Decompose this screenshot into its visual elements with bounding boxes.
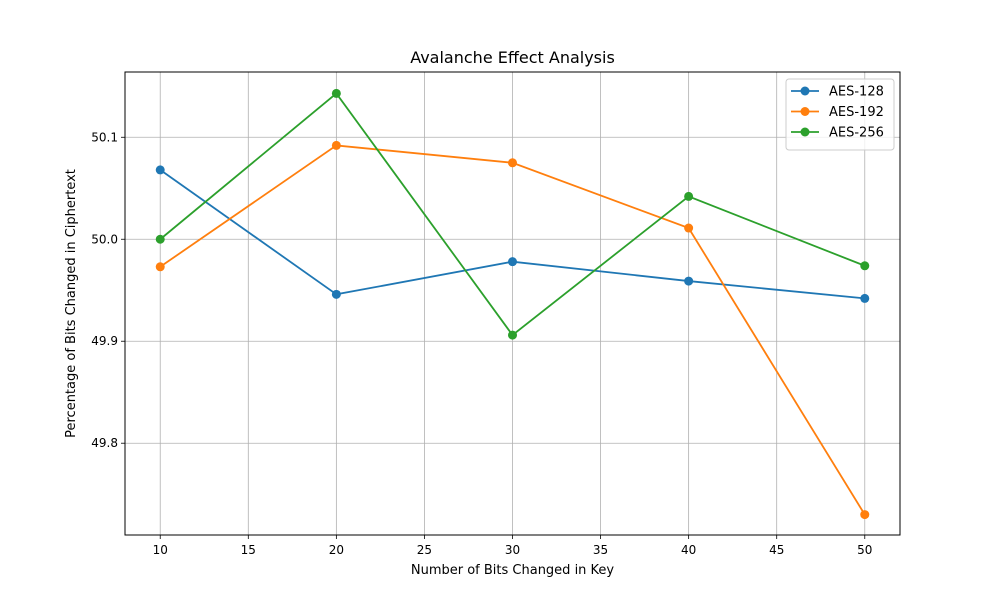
- x-tick-label: 45: [769, 543, 784, 557]
- y-tick-label: 50.0: [91, 232, 118, 246]
- y-axis-label: Percentage of Bits Changed in Ciphertext: [64, 169, 79, 438]
- data-point-aes-128: [155, 165, 165, 175]
- x-tick-label: 35: [593, 543, 608, 557]
- data-point-aes-256: [860, 261, 870, 271]
- data-point-aes-128: [684, 276, 694, 286]
- data-point-aes-128: [860, 293, 870, 303]
- x-tick-label: 20: [329, 543, 344, 557]
- data-point-aes-256: [684, 191, 694, 201]
- data-point-aes-192: [331, 140, 341, 150]
- legend-label-aes-256: AES-256: [829, 126, 884, 141]
- x-tick-label: 10: [153, 543, 168, 557]
- x-tick-label: 15: [241, 543, 256, 557]
- data-point-aes-192: [155, 262, 165, 272]
- series-aes-256: [155, 88, 870, 340]
- x-tick-label: 30: [505, 543, 520, 557]
- data-point-aes-256: [508, 330, 517, 340]
- x-axis-label: Number of Bits Changed in Key: [411, 563, 615, 578]
- series-aes-192: [155, 140, 870, 520]
- legend: AES-128 AES-192 AES-256: [785, 78, 895, 151]
- series-aes-128: [155, 165, 870, 303]
- legend-label-aes-192: AES-192: [829, 105, 884, 120]
- legend-swatch-marker-aes-256: [800, 127, 810, 137]
- series-layer: [155, 88, 870, 520]
- x-tick-label: 40: [681, 543, 696, 557]
- y-tick-label: 49.9: [91, 334, 118, 348]
- data-point-aes-128: [508, 257, 517, 267]
- y-tick-label: 50.1: [91, 130, 118, 144]
- chart-title: Avalanche Effect Analysis: [410, 48, 615, 67]
- legend-swatch-marker-aes-128: [800, 86, 810, 96]
- data-point-aes-256: [155, 234, 165, 244]
- data-point-aes-192: [860, 510, 870, 520]
- y-tick-label: 49.8: [91, 436, 118, 450]
- data-point-aes-192: [508, 158, 517, 168]
- axis-ticks: 10 15 20 25 30 35 40 45 50 49.8 49.9 50.0 50.1: [91, 130, 872, 557]
- data-point-aes-256: [331, 88, 341, 98]
- legend-swatch-marker-aes-192: [800, 107, 810, 116]
- legend-label-aes-128: AES-128: [829, 85, 884, 100]
- data-point-aes-192: [684, 223, 694, 233]
- x-tick-label: 50: [857, 543, 872, 557]
- x-tick-label: 25: [417, 543, 432, 557]
- data-point-aes-128: [331, 289, 341, 299]
